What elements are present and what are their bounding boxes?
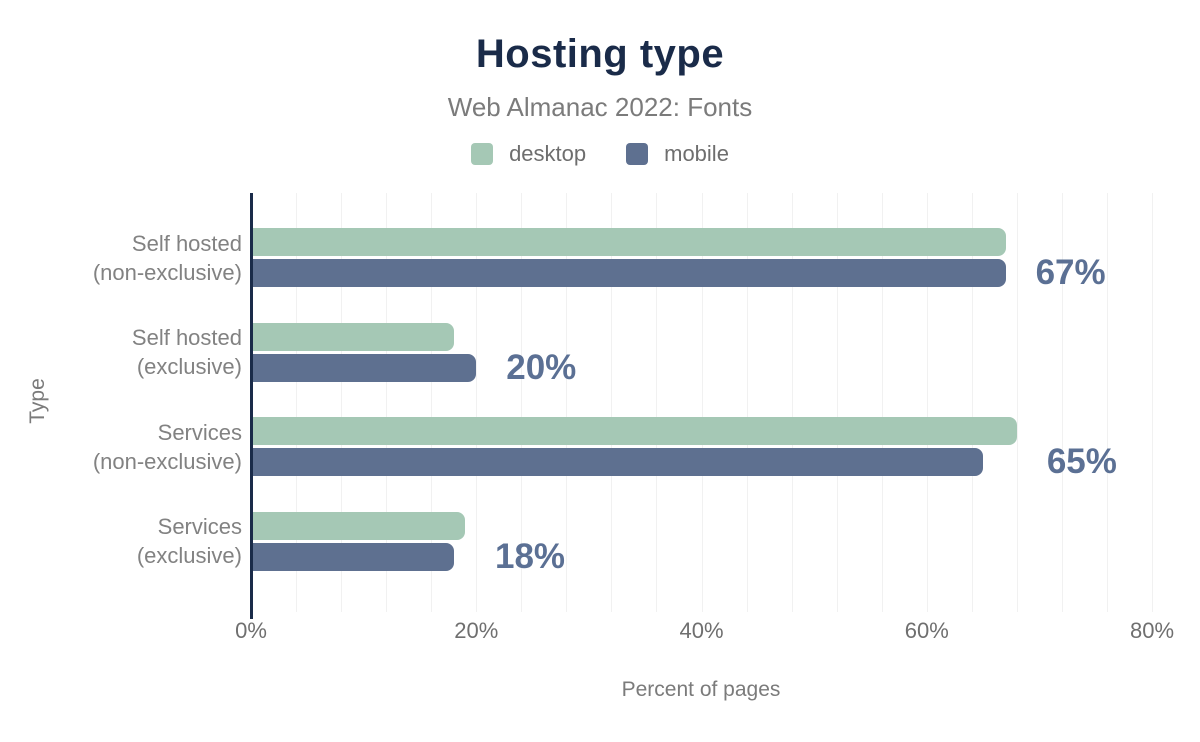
gridline [386, 193, 388, 612]
y-axis-line [250, 193, 253, 610]
legend: desktop mobile [0, 141, 1200, 167]
value-label-1: 20% [506, 347, 577, 387]
category-line: (non-exclusive) [92, 259, 242, 285]
gridline [881, 193, 883, 612]
category-label-1: Self hosted (exclusive) [0, 323, 242, 381]
desktop-swatch-icon [471, 143, 494, 165]
gridline [701, 193, 703, 612]
gridline [1016, 193, 1018, 612]
gridline [431, 193, 433, 612]
gridline [791, 193, 793, 612]
bar-desktop-2 [253, 417, 1017, 445]
gridline [746, 193, 748, 612]
category-line: Self hosted [131, 325, 242, 350]
category-line: Services [157, 419, 242, 445]
x-axis-title: Percent of pages [621, 678, 781, 701]
x-tick-20: 20% [454, 618, 499, 643]
gridline [971, 193, 973, 612]
gridline [476, 193, 478, 612]
gridline [1061, 193, 1063, 612]
gridline [611, 193, 613, 612]
x-tick-80: 80% [1129, 618, 1175, 643]
bar-mobile-0 [253, 259, 1006, 287]
bar-desktop-0 [253, 228, 1006, 256]
gridline [521, 193, 523, 612]
bar-mobile-3 [253, 542, 454, 571]
gridline [1106, 193, 1108, 612]
gridline [926, 193, 928, 612]
category-line: (exclusive) [136, 354, 242, 379]
x-tick-40: 40% [679, 618, 724, 643]
category-line: (exclusive) [136, 543, 242, 568]
chart-title: Hosting type [475, 32, 725, 76]
category-line: Self hosted [131, 230, 242, 256]
category-label-3: Services (exclusive) [0, 512, 242, 570]
value-label-2: 65% [1046, 442, 1117, 481]
gridline [566, 193, 568, 612]
category-line: Services [157, 514, 242, 539]
legend-item-mobile: mobile [626, 141, 729, 167]
value-label-0: 67% [1035, 253, 1106, 292]
gridline [341, 193, 343, 612]
bar-mobile-2 [253, 448, 984, 476]
category-label-0: Self hosted (non-exclusive) [0, 229, 242, 287]
value-label-3: 18% [494, 536, 566, 576]
gridline [1152, 193, 1153, 612]
chart-subtitle: Web Almanac 2022: Fonts [447, 92, 753, 122]
gridline [656, 193, 658, 612]
category-label-2: Services (non-exclusive) [0, 418, 242, 476]
mobile-swatch-icon [626, 143, 649, 165]
x-tick-0: 0% [235, 618, 267, 643]
gridline [836, 193, 838, 612]
x-tick-60: 60% [904, 618, 949, 643]
gridline [296, 193, 298, 612]
legend-label: desktop [509, 141, 587, 166]
zero-tick-mark [250, 610, 253, 619]
category-line: (non-exclusive) [92, 448, 242, 474]
bar-mobile-1 [253, 353, 477, 382]
legend-label: mobile [664, 141, 729, 166]
legend-item-desktop: desktop [471, 141, 586, 167]
bar-desktop-1 [253, 322, 454, 351]
bar-desktop-3 [253, 511, 465, 540]
